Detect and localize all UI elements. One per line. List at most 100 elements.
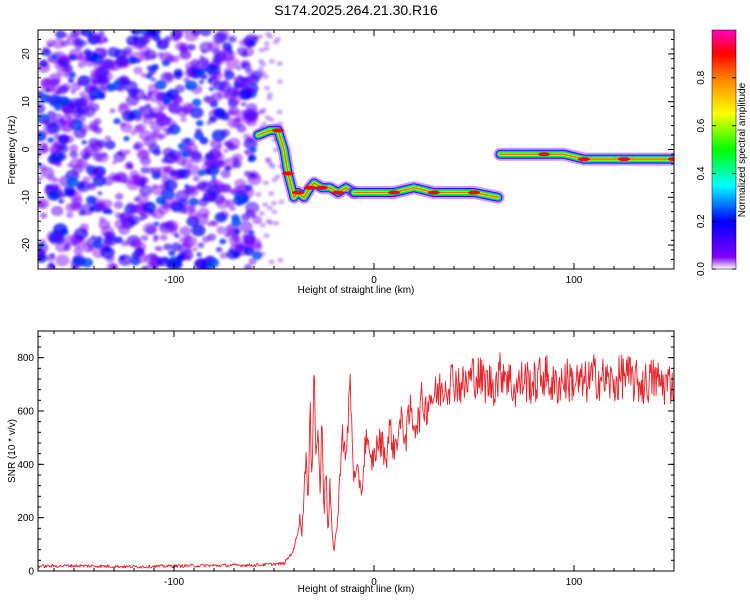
spectrogram-ytick-label: -10 bbox=[21, 190, 32, 205]
noise-speck bbox=[213, 107, 226, 118]
noise-speck bbox=[77, 61, 86, 68]
noise-speck bbox=[168, 159, 174, 164]
noise-speck bbox=[121, 110, 136, 122]
noise-speck bbox=[114, 236, 123, 244]
echo-hotspot bbox=[304, 185, 316, 190]
noise-speck bbox=[133, 125, 143, 133]
noise-speck bbox=[250, 70, 263, 81]
noise-speck bbox=[38, 102, 46, 114]
noise-speck bbox=[176, 107, 189, 117]
noise-speck bbox=[234, 178, 247, 189]
noise-speck bbox=[233, 76, 240, 82]
noise-speck bbox=[236, 124, 247, 133]
noise-speck bbox=[72, 255, 86, 267]
noise-speck bbox=[240, 60, 247, 66]
noise-speck bbox=[231, 217, 242, 227]
echo-hotspot bbox=[282, 171, 294, 176]
noise-speck bbox=[150, 212, 157, 218]
noise-speck bbox=[105, 140, 116, 150]
noise-speck bbox=[248, 257, 257, 265]
noise-speck bbox=[257, 66, 264, 72]
noise-speck bbox=[140, 156, 152, 166]
noise-speck bbox=[113, 201, 124, 210]
noise-speck bbox=[172, 36, 179, 42]
noise-speck bbox=[160, 71, 175, 84]
noise-speck bbox=[188, 197, 199, 206]
noise-speck bbox=[138, 149, 149, 159]
noise-speck bbox=[244, 108, 259, 121]
noise-speck bbox=[241, 51, 249, 58]
noise-speck bbox=[155, 111, 166, 121]
noise-speck bbox=[78, 209, 86, 216]
noise-speck bbox=[119, 75, 129, 84]
noise-speck bbox=[258, 211, 265, 216]
noise-speck bbox=[117, 151, 123, 156]
noise-speck bbox=[66, 211, 74, 219]
noise-speck bbox=[227, 98, 239, 108]
spectrogram-xlabel: Height of straight line (km) bbox=[298, 285, 415, 296]
noise-speck bbox=[133, 66, 143, 75]
noise-speck bbox=[89, 206, 95, 212]
noise-speck bbox=[219, 252, 228, 259]
noise-speck bbox=[148, 252, 158, 261]
noise-speck bbox=[214, 152, 225, 162]
noise-speck bbox=[195, 120, 204, 127]
noise-speck bbox=[150, 77, 157, 82]
noise-speck bbox=[134, 252, 148, 263]
noise-speck bbox=[258, 47, 265, 53]
noise-speck bbox=[162, 147, 174, 157]
noise-speck bbox=[100, 246, 115, 259]
spectrogram-xtick-label: 0 bbox=[371, 275, 377, 286]
noise-speck bbox=[234, 243, 245, 252]
noise-speck bbox=[219, 238, 227, 245]
noise-speck bbox=[159, 106, 165, 112]
noise-speck bbox=[146, 167, 155, 174]
noise-speck bbox=[102, 209, 108, 214]
noise-speck bbox=[50, 205, 64, 217]
noise-speck bbox=[99, 216, 106, 223]
noise-speck bbox=[196, 260, 203, 265]
noise-speck bbox=[75, 180, 90, 193]
noise-speck bbox=[134, 141, 144, 150]
colorbar-tick-label: 0.0 bbox=[696, 262, 707, 276]
noise-speck bbox=[206, 256, 213, 262]
noise-speck bbox=[81, 30, 93, 38]
noise-speck bbox=[199, 55, 205, 60]
noise-speck bbox=[76, 54, 84, 62]
noise-speck bbox=[224, 165, 232, 172]
colorbar-gradient bbox=[711, 29, 737, 270]
noise-speck bbox=[263, 41, 270, 46]
snr-ytick-label: 400 bbox=[17, 460, 34, 471]
noise-speck bbox=[55, 254, 70, 267]
noise-speck bbox=[53, 223, 68, 236]
snr-panel: -100 0 100 0 200 400 600 800 Height of straight… bbox=[7, 330, 675, 595]
noise-speck bbox=[63, 185, 76, 196]
noise-speck bbox=[61, 114, 72, 124]
noise-speck bbox=[259, 222, 266, 228]
noise-speck bbox=[130, 238, 143, 249]
noise-speck bbox=[245, 68, 253, 75]
noise-speck bbox=[44, 78, 50, 83]
noise-speck bbox=[268, 191, 275, 196]
noise-speck bbox=[191, 98, 202, 107]
noise-speck bbox=[48, 98, 54, 104]
echo-hotspot bbox=[292, 190, 304, 195]
noise-speck bbox=[158, 221, 173, 234]
noise-speck bbox=[178, 206, 188, 214]
noise-speck bbox=[220, 129, 230, 137]
noise-speck bbox=[42, 119, 50, 125]
noise-speck bbox=[155, 196, 166, 205]
noise-speck bbox=[63, 244, 71, 251]
noise-speck bbox=[156, 41, 162, 46]
noise-speck bbox=[198, 79, 205, 85]
noise-speck bbox=[228, 234, 242, 246]
noise-speck bbox=[159, 133, 166, 139]
noise-speck bbox=[59, 135, 69, 143]
noise-speck bbox=[219, 50, 234, 62]
spectrogram-xtick-label: 100 bbox=[566, 275, 583, 286]
noise-speck bbox=[212, 48, 222, 56]
noise-speck bbox=[86, 82, 99, 93]
echo-hotspot bbox=[578, 157, 590, 162]
colorbar: 0.0 0.2 0.4 0.6 0.8 Normalized spectral ampl… bbox=[696, 29, 748, 276]
snr-plot-area bbox=[38, 331, 674, 571]
